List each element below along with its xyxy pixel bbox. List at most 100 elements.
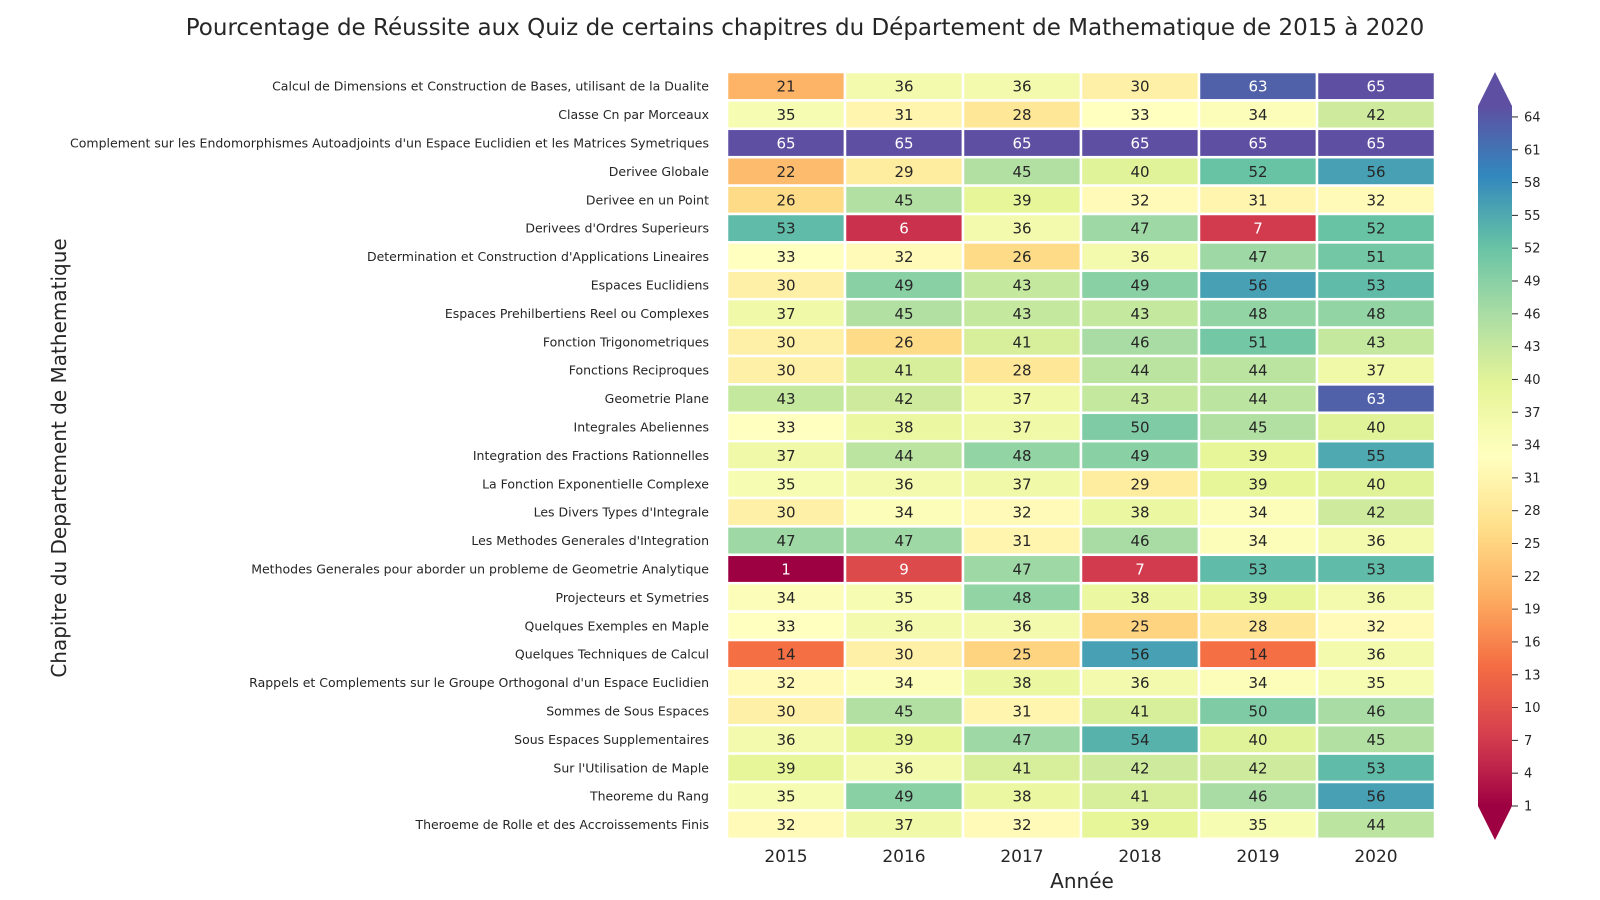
cell-value-label: 1 — [781, 561, 791, 579]
cell-value-label: 53 — [1248, 561, 1267, 579]
row-label: Fonction Trigonometriques — [543, 334, 709, 349]
colorbar-tick-label: 61 — [1524, 143, 1541, 158]
cell-value-label: 37 — [776, 305, 795, 323]
heatmap-cell — [725, 525, 847, 557]
heatmap-cell — [1315, 383, 1437, 415]
colorbar-extend-max — [1478, 72, 1512, 106]
cell-value-label: 33 — [1130, 106, 1149, 124]
colorbar-tick-label: 40 — [1524, 373, 1541, 388]
row-label: Derivees d'Ordres Superieurs — [525, 221, 709, 236]
cell-value-label: 28 — [1012, 362, 1031, 380]
heatmap-cell — [843, 610, 965, 642]
row-label: Fonctions Reciproques — [569, 363, 709, 378]
heatmap-cell — [725, 212, 847, 244]
cell-value-label: 30 — [776, 333, 795, 351]
cell-value-label: 45 — [1012, 163, 1031, 181]
row-label: Sur l'Utilisation de Maple — [553, 760, 709, 775]
cell-value-label: 40 — [1248, 731, 1267, 749]
column-label: 2015 — [764, 847, 807, 867]
cell-value-label: 25 — [1012, 646, 1031, 664]
colorbar: 1 4 7 10 13 16 19 22 25 28 31 34 37 40 43 46 49 52 55 58 61 6… — [1478, 72, 1541, 840]
column-label: 2017 — [1000, 847, 1043, 867]
cell-value-label: 40 — [1366, 475, 1385, 493]
cell-value-label: 34 — [1248, 532, 1267, 550]
column-labels: 2015 2016 2017 2018 2019 2020 — [764, 847, 1397, 867]
y-axis-label: Chapitre du Departement de Mathematique — [47, 238, 71, 677]
row-label: Quelques Exemples en Maple — [525, 618, 710, 633]
cell-value-label: 37 — [1366, 362, 1385, 380]
heatmap-cell — [725, 610, 847, 642]
cell-value-label: 65 — [1366, 135, 1385, 153]
heatmap-cell — [1315, 354, 1437, 386]
cell-value-label: 14 — [776, 646, 795, 664]
cell-value-label: 44 — [894, 447, 913, 465]
cell-value-label: 56 — [1366, 788, 1385, 806]
cell-value-label: 32 — [776, 816, 795, 834]
cell-value-label: 53 — [1366, 561, 1385, 579]
heatmap-cell — [1197, 411, 1319, 443]
cell-value-label: 45 — [1366, 731, 1385, 749]
heatmap-cell — [1079, 752, 1201, 784]
row-label: Sous Espaces Supplementaires — [514, 732, 709, 747]
cell-value-label: 26 — [894, 333, 913, 351]
heatmap-cell — [1079, 439, 1201, 471]
heatmap-cell — [725, 326, 847, 358]
cell-value-label: 42 — [1366, 106, 1385, 124]
cell-value-label: 36 — [776, 731, 795, 749]
heatmap-cell — [1315, 553, 1437, 585]
cell-value-label: 25 — [1130, 617, 1149, 635]
column-label: 2018 — [1118, 847, 1161, 867]
row-label: Integrales Abeliennes — [574, 420, 709, 435]
cell-value-label: 46 — [1130, 333, 1149, 351]
cell-value-label: 30 — [776, 277, 795, 295]
cell-value-label: 26 — [1012, 248, 1031, 266]
heatmap-cell — [1079, 269, 1201, 301]
cell-value-label: 50 — [1248, 703, 1267, 721]
x-axis-label: Année — [1050, 869, 1114, 893]
cell-value-label: 47 — [1012, 561, 1031, 579]
cell-value-label: 30 — [776, 504, 795, 522]
heatmap-cell — [843, 667, 965, 699]
cell-value-label: 22 — [776, 163, 795, 181]
heatmap-cell — [1315, 581, 1437, 613]
cell-value-label: 43 — [776, 390, 795, 408]
heatmap-cell — [1315, 496, 1437, 528]
row-label: Classe Cn par Morceaux — [558, 107, 709, 122]
heatmap-cell — [1315, 468, 1437, 500]
cell-value-label: 65 — [894, 135, 913, 153]
heatmap-cell — [725, 155, 847, 187]
heatmap-cell — [1197, 468, 1319, 500]
heatmap-cell — [843, 155, 965, 187]
cell-value-label: 35 — [776, 788, 795, 806]
row-label: Sommes de Sous Espaces — [546, 704, 709, 719]
cell-value-label: 55 — [1366, 447, 1385, 465]
heatmap-cell — [843, 695, 965, 727]
cell-value-label: 28 — [1248, 617, 1267, 635]
heatmap-cell — [1315, 212, 1437, 244]
cell-value-label: 35 — [1366, 674, 1385, 692]
cell-value-label: 53 — [1366, 759, 1385, 777]
cell-value-label: 38 — [1130, 504, 1149, 522]
cell-value-label: 35 — [1248, 816, 1267, 834]
cell-value-label: 39 — [1130, 816, 1149, 834]
row-label: Rappels et Complements sur le Groupe Ort… — [249, 675, 709, 690]
cell-value-label: 33 — [776, 419, 795, 437]
cell-value-label: 46 — [1130, 532, 1149, 550]
cell-value-label: 45 — [894, 305, 913, 323]
cell-value-label: 40 — [1130, 163, 1149, 181]
cell-value-label: 36 — [894, 78, 913, 96]
row-label: Determination et Construction d'Applicat… — [367, 249, 709, 264]
cell-value-label: 36 — [894, 475, 913, 493]
cell-value-label: 42 — [1130, 759, 1149, 777]
cell-value-label: 39 — [1248, 589, 1267, 607]
cell-value-label: 53 — [776, 220, 795, 238]
row-label: La Fonction Exponentielle Complexe — [482, 476, 709, 491]
colorbar-tick-label: 16 — [1524, 635, 1541, 650]
cell-value-label: 34 — [1248, 504, 1267, 522]
cell-value-label: 36 — [1012, 220, 1031, 238]
row-label: Methodes Generales pour aborder un probl… — [251, 562, 709, 577]
cell-value-label: 43 — [1012, 305, 1031, 323]
cell-value-label: 35 — [776, 106, 795, 124]
cell-value-label: 46 — [1248, 788, 1267, 806]
cell-value-label: 29 — [894, 163, 913, 181]
